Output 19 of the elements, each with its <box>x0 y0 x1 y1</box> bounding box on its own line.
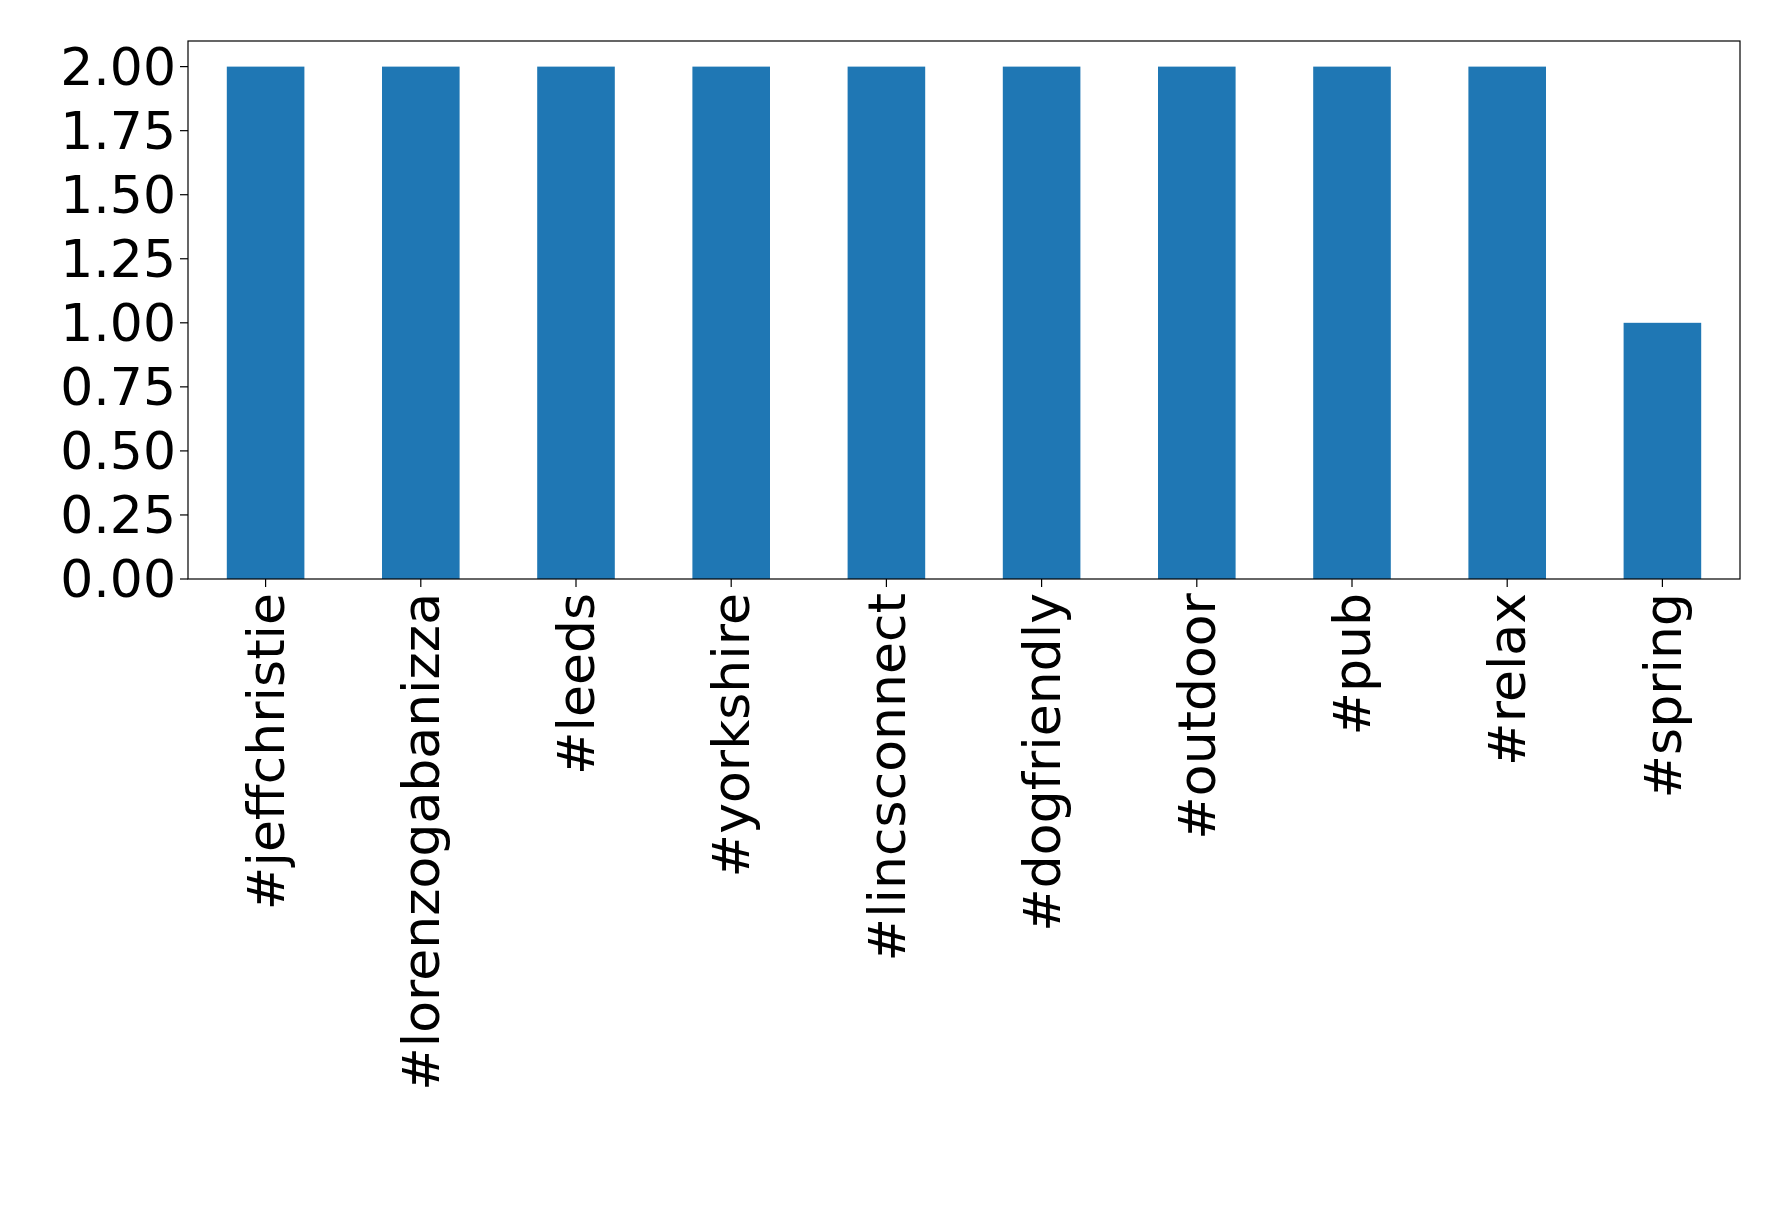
x-tick-label: #lincsconnect <box>856 593 917 962</box>
x-tick-label: #leeds <box>546 593 607 776</box>
x-tick-label: #pub <box>1322 593 1383 736</box>
y-tick-label: 1.25 <box>60 228 176 289</box>
y-tick-label: 1.00 <box>60 293 176 354</box>
y-tick-label: 0.75 <box>60 357 176 418</box>
x-tick-label: #relax <box>1477 593 1538 766</box>
x-tick-label: #outdoor <box>1167 592 1227 840</box>
y-tick-label: 1.50 <box>60 164 176 225</box>
y-tick-label: 2.00 <box>60 36 176 97</box>
x-tick-label: #spring <box>1632 593 1693 799</box>
y-tick-label: 0.00 <box>60 549 176 610</box>
y-tick-label: 1.75 <box>60 100 176 161</box>
x-tick-label: #dogfriendly <box>1011 593 1072 932</box>
y-tick-label: 0.50 <box>60 421 176 482</box>
x-tick-label: #lorenzogabanizza <box>391 593 451 1091</box>
x-tick-label: #jeffchristie <box>235 593 296 911</box>
x-tick-label: #yorkshire <box>701 593 762 878</box>
y-tick-label: 0.25 <box>60 485 176 546</box>
